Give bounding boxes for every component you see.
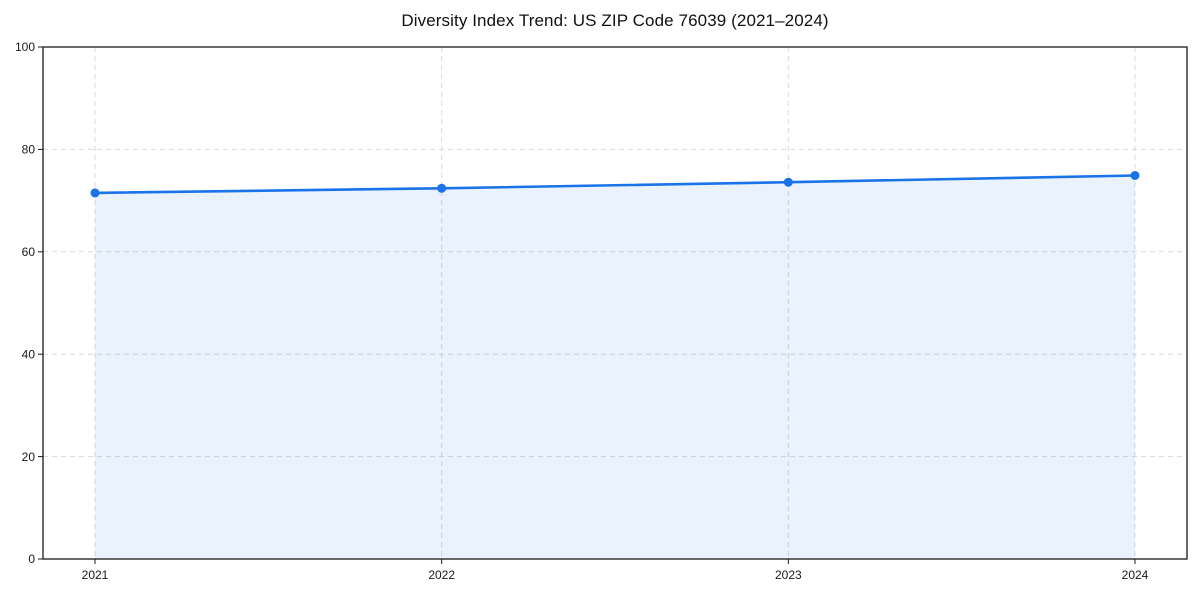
data-point-2023 — [783, 177, 793, 187]
y-tick-label-80: 80 — [22, 143, 36, 157]
area-fill — [95, 175, 1135, 559]
y-tick-label-100: 100 — [15, 40, 35, 54]
y-tick-label-20: 20 — [22, 450, 36, 464]
data-point-2024 — [1130, 171, 1140, 180]
plot-border — [42, 46, 1188, 560]
x-tick-label-2021: 2021 — [82, 568, 109, 582]
y-tick-label-40: 40 — [22, 347, 36, 361]
y-tick-label-60: 60 — [22, 245, 36, 259]
y-tick-label-0: 0 — [28, 552, 35, 566]
chart-title: Diversity Index Trend: US ZIP Code 76039… — [401, 11, 829, 30]
x-tick-label-2022: 2022 — [428, 568, 455, 582]
trend-line — [93, 174, 1137, 195]
x-tick-label-2023: 2023 — [775, 568, 802, 582]
data-point-2021 — [90, 188, 100, 198]
data-point-2022 — [437, 183, 447, 193]
x-tick-label-2024: 2024 — [1122, 568, 1149, 582]
